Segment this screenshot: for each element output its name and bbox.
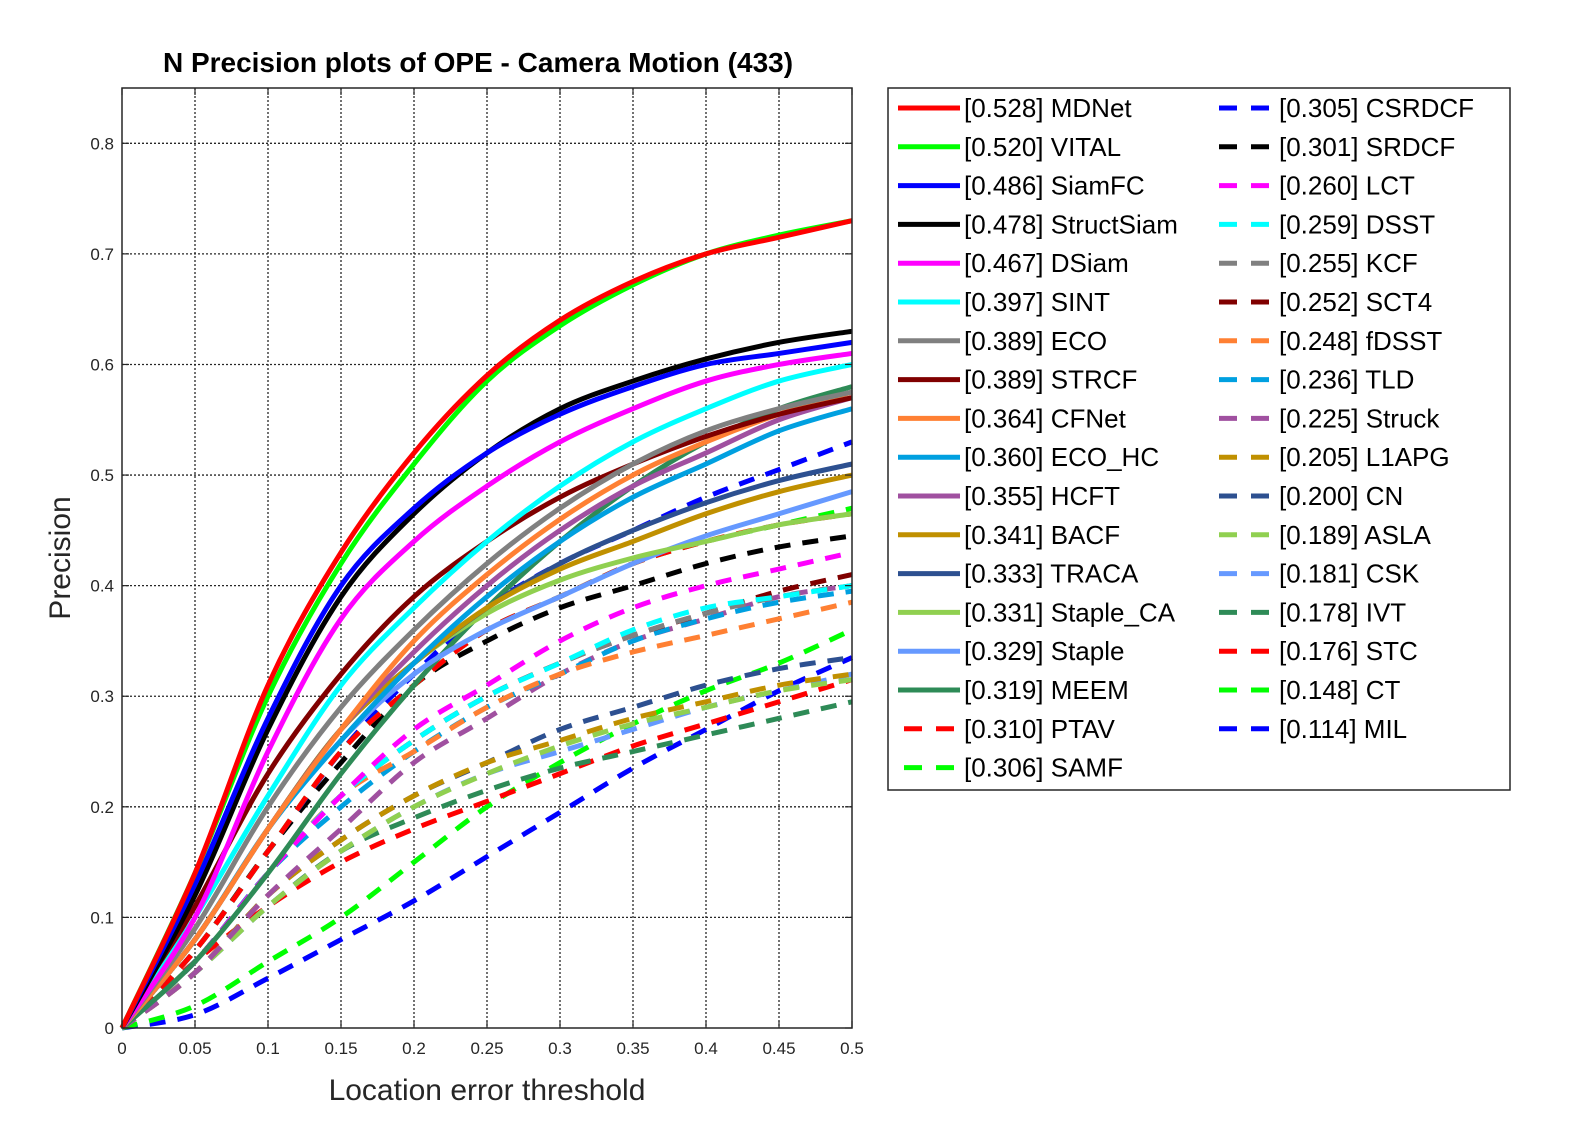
- legend-entry: [0.248] fDSST: [1279, 326, 1442, 356]
- legend-entry: [0.148] CT: [1279, 675, 1401, 705]
- legend-entry: [0.331] Staple_CA: [964, 597, 1176, 627]
- y-tick-label: 0.1: [90, 908, 114, 927]
- y-tick-label: 0.3: [90, 687, 114, 706]
- y-tick-label: 0.4: [90, 577, 114, 596]
- x-tick-label: 0.4: [694, 1039, 718, 1058]
- legend-entry: [0.225] Struck: [1279, 403, 1440, 433]
- legend-entry: [0.319] MEEM: [964, 675, 1129, 705]
- x-axis-title: Location error threshold: [329, 1074, 646, 1107]
- y-tick-label: 0: [105, 1019, 114, 1038]
- legend-entry: [0.520] VITAL: [964, 132, 1121, 162]
- legend-entry: [0.181] CSK: [1279, 559, 1420, 589]
- series-line: [119, 339, 853, 1030]
- series-line: [121, 627, 854, 1031]
- legend-entry: [0.236] TLD: [1279, 365, 1414, 395]
- legend-entry: [0.389] STRCF: [964, 365, 1137, 395]
- y-tick-label: 0.6: [90, 355, 114, 374]
- y-tick-label: 0.5: [90, 466, 114, 485]
- legend-entry: [0.478] StructSiam: [964, 209, 1178, 239]
- legend-entry: [0.259] DSST: [1279, 209, 1435, 239]
- legend-entry: [0.389] ECO: [964, 326, 1107, 356]
- series-line: [120, 677, 853, 1030]
- x-tick-label: 0.05: [178, 1039, 211, 1058]
- chart-title: N Precision plots of OPE - Camera Motion…: [163, 47, 793, 78]
- x-tick-label: 0.15: [324, 1039, 357, 1058]
- legend-entry: [0.205] L1APG: [1279, 442, 1450, 472]
- series-line: [120, 588, 853, 1030]
- series-line: [119, 362, 853, 1030]
- legend-entry: [0.252] SCT4: [1279, 287, 1432, 317]
- legend-entry: [0.360] ECO_HC: [964, 442, 1159, 472]
- legend-entry: [0.467] DSiam: [964, 248, 1129, 278]
- y-tick-label: 0.7: [90, 245, 114, 264]
- x-tick-label: 0.25: [470, 1039, 503, 1058]
- legend-entry: [0.310] PTAV: [964, 714, 1115, 744]
- legend-entry: [0.528] MDNet: [964, 93, 1132, 123]
- legend-entry: [0.305] CSRDCF: [1279, 93, 1474, 123]
- legend-box: [887, 87, 1511, 791]
- series-line: [120, 550, 853, 1030]
- legend-entry: [0.364] CFNet: [964, 403, 1127, 433]
- x-tick-label: 0.3: [548, 1039, 572, 1058]
- legend-entry: [0.333] TRACA: [964, 559, 1139, 589]
- y-axis-title: Precision: [44, 496, 77, 619]
- x-tick-label: 0.45: [762, 1039, 795, 1058]
- x-tick-label: 0: [117, 1039, 126, 1058]
- x-tick-label: 0.1: [256, 1039, 280, 1058]
- legend-entry: [0.301] SRDCF: [1279, 132, 1455, 162]
- x-tick-label: 0.5: [840, 1039, 864, 1058]
- series-line: [120, 389, 853, 1030]
- legend-entry: [0.486] SiamFC: [964, 171, 1145, 201]
- legend-entry: [0.355] HCFT: [964, 481, 1120, 511]
- y-tick-label: 0.8: [90, 134, 114, 153]
- legend-entry: [0.200] CN: [1279, 481, 1403, 511]
- series-line: [119, 218, 853, 1030]
- series-line: [120, 599, 853, 1030]
- series-line: [119, 350, 853, 1030]
- legend-entry: [0.329] Staple: [964, 636, 1124, 666]
- legend-entry: [0.306] SAMF: [964, 753, 1123, 783]
- legend-entry: [0.189] ASLA: [1279, 520, 1431, 550]
- series-line: [119, 389, 853, 1030]
- legend-entry: [0.114] MIL: [1279, 714, 1407, 744]
- legend-entry: [0.260] LCT: [1279, 171, 1415, 201]
- x-tick-label: 0.2: [402, 1039, 426, 1058]
- y-tick-label: 0.2: [90, 798, 114, 817]
- legend-entry: [0.178] IVT: [1279, 597, 1406, 627]
- legend-entry: [0.255] KCF: [1279, 248, 1418, 278]
- series-lines: [119, 218, 854, 1031]
- legend: [0.528] MDNet [0.520] VITAL [0.486] SiamFC…: [887, 87, 1511, 791]
- legend-entry: [0.176] STC: [1279, 636, 1418, 666]
- series-line: [119, 328, 853, 1030]
- legend-entry: [0.341] BACF: [964, 520, 1120, 550]
- axis-ticks: 0 0.05 0.1 0.15 0.2 0.25 0.3 0.35 0.4 0.45 0.5 0 0.1…: [90, 88, 864, 1058]
- x-tick-label: 0.35: [616, 1039, 649, 1058]
- legend-entry: [0.397] SINT: [964, 287, 1110, 317]
